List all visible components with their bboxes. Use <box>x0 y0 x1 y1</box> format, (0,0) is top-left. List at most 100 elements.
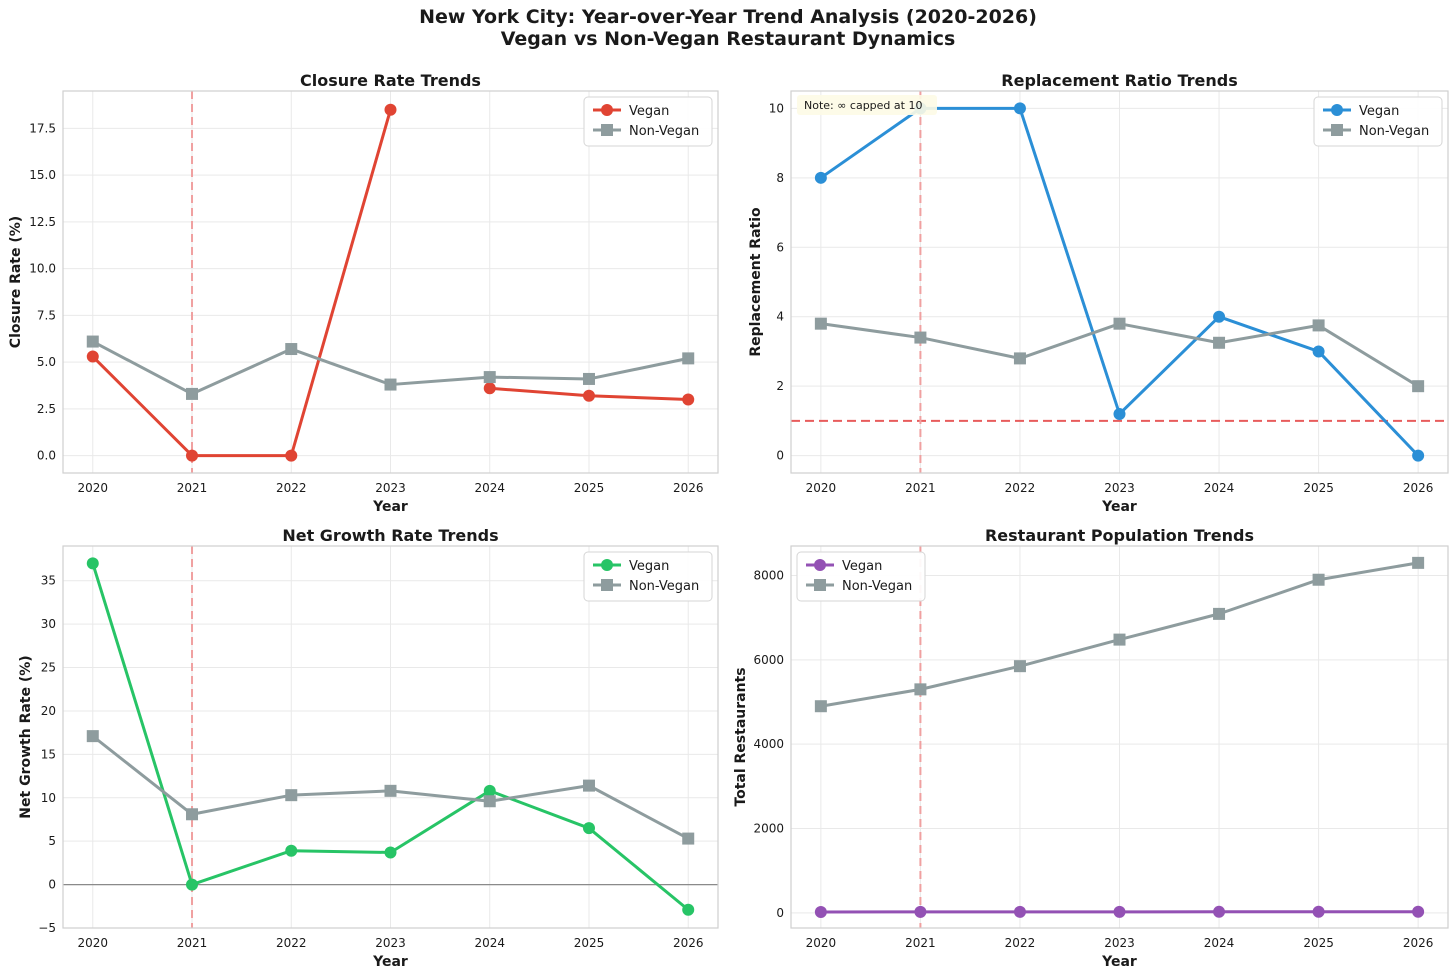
x-tick-label: 2021 <box>905 481 936 495</box>
x-tick-label: 2026 <box>673 936 704 950</box>
x-axis-label: Year <box>1101 954 1137 970</box>
legend-marker <box>1331 104 1343 116</box>
data-point <box>1412 905 1425 918</box>
data-point <box>86 350 99 363</box>
data-point <box>1312 905 1325 918</box>
legend-label: Non-Vegan <box>629 124 699 139</box>
data-point <box>582 822 595 835</box>
data-point <box>682 352 695 365</box>
legend: Vegan Non-Vegan <box>583 96 713 147</box>
data-point <box>1213 607 1226 620</box>
y-tick-label: 5 <box>48 834 56 848</box>
legend-marker <box>601 579 613 591</box>
y-tick-label: 6 <box>776 240 784 254</box>
data-point <box>914 331 927 344</box>
data-point <box>582 372 595 385</box>
data-point <box>814 700 827 713</box>
legend-label: Non-Vegan <box>1359 124 1429 139</box>
data-point <box>384 784 397 797</box>
data-point <box>285 449 298 462</box>
data-point <box>1412 380 1425 393</box>
x-tick-label: 2023 <box>1104 481 1135 495</box>
y-tick-label: 7.5 <box>37 308 56 322</box>
data-point <box>186 878 199 891</box>
series-vegan <box>86 557 695 916</box>
data-point <box>483 784 496 797</box>
data-point <box>1312 573 1325 586</box>
legend-label: Vegan <box>629 104 669 119</box>
data-point <box>1213 310 1226 323</box>
y-tick-label: 2.5 <box>37 402 56 416</box>
y-tick-label: 25 <box>41 661 56 675</box>
data-point <box>1113 317 1126 330</box>
data-point <box>1412 449 1425 462</box>
x-tick-label: 2022 <box>1005 481 1036 495</box>
y-tick-label: 10.0 <box>29 262 56 276</box>
x-tick-label: 2023 <box>375 481 406 495</box>
y-tick-label: 2000 <box>753 821 784 835</box>
x-tick-label: 2021 <box>905 936 936 950</box>
data-point <box>483 371 496 384</box>
x-tick-label: 2024 <box>1204 936 1235 950</box>
data-point <box>285 789 298 802</box>
y-tick-label: 8000 <box>753 569 784 583</box>
series-non-vegan <box>86 730 695 845</box>
data-point <box>384 846 397 859</box>
x-tick-label: 2025 <box>574 481 605 495</box>
legend-label: Vegan <box>842 559 882 574</box>
y-tick-label: 5.0 <box>37 355 56 369</box>
plot-frame <box>790 545 1449 929</box>
plot-frame <box>62 545 719 929</box>
x-tick-label: 2025 <box>1303 936 1334 950</box>
legend-label: Vegan <box>629 559 669 574</box>
legend-label: Non-Vegan <box>842 579 912 594</box>
x-tick-label: 2025 <box>1303 481 1334 495</box>
y-axis-label: Closure Rate (%) <box>8 216 24 348</box>
data-point <box>682 393 695 406</box>
data-point <box>814 317 827 330</box>
y-tick-label: 6000 <box>753 653 784 667</box>
data-point <box>914 683 927 696</box>
y-axis-label: Replacement Ratio <box>748 207 764 357</box>
chart-replacement: 2020 2021 2022 2023 2024 2025 2026 0 2 4 6 8 10 Note:… <box>748 71 1449 515</box>
legend-marker <box>601 104 613 116</box>
legend: Vegan Non-Vegan <box>1313 96 1443 147</box>
y-tick-label: 0 <box>48 878 56 892</box>
x-tick-label: 2020 <box>77 936 108 950</box>
x-tick-label: 2023 <box>375 936 406 950</box>
data-point <box>814 171 827 184</box>
legend-marker <box>814 579 826 591</box>
data-point <box>1412 556 1425 569</box>
data-point <box>186 808 199 821</box>
x-tick-label: 2024 <box>1204 481 1235 495</box>
chart-title: Restaurant Population Trends <box>985 526 1254 545</box>
chart-title: Net Growth Rate Trends <box>282 526 498 545</box>
y-tick-label: 35 <box>41 574 56 588</box>
data-point <box>86 335 99 348</box>
series-vegan <box>86 103 695 462</box>
legend-marker <box>1331 124 1343 136</box>
legend: Vegan Non-Vegan <box>583 551 713 602</box>
data-point <box>86 557 99 570</box>
x-tick-label: 2022 <box>1005 936 1036 950</box>
data-point <box>914 905 927 918</box>
data-point <box>1312 345 1325 358</box>
x-tick-label: 2024 <box>474 481 505 495</box>
y-tick-label: 10 <box>769 101 784 115</box>
y-tick-label: 0.0 <box>37 449 56 463</box>
data-point <box>285 343 298 356</box>
data-point <box>186 449 199 462</box>
x-axis-label: Year <box>372 499 408 515</box>
y-tick-label: 0 <box>776 906 784 920</box>
legend: Vegan Non-Vegan <box>796 551 926 602</box>
y-tick-label: 12.5 <box>29 215 56 229</box>
series-vegan <box>814 905 1425 918</box>
x-tick-label: 2022 <box>276 481 307 495</box>
data-point <box>285 844 298 857</box>
data-point <box>86 730 99 743</box>
data-point <box>1113 633 1126 646</box>
x-axis-label: Year <box>1101 499 1137 515</box>
data-point <box>483 382 496 395</box>
y-tick-label: 30 <box>41 617 56 631</box>
data-point <box>582 779 595 792</box>
